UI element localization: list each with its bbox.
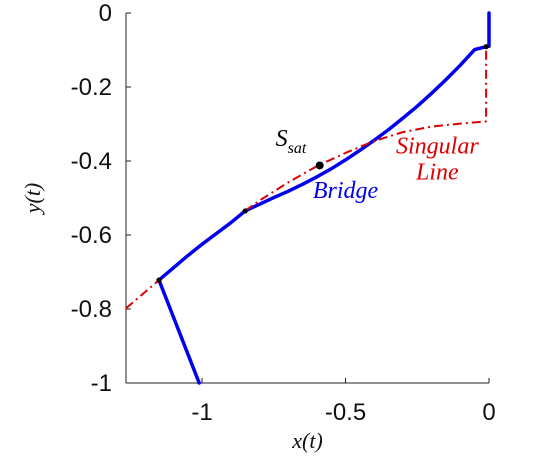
- annotation-subscript: sat: [288, 140, 307, 157]
- annotation-0: Ssat: [276, 126, 307, 157]
- axes: -1 -0.5 0 0 -0.2 -0.4 -0.6 -0.8 -1: [71, 0, 496, 426]
- x-tick-label: -0.5: [325, 399, 366, 426]
- data-point-3: [483, 44, 489, 50]
- y-tick-label: 0: [99, 0, 112, 27]
- y-tick-label: -0.8: [71, 296, 112, 323]
- y-tick-label: -0.2: [71, 74, 112, 101]
- y-tick-label: -1: [91, 370, 112, 397]
- series-line-3: [125, 279, 160, 310]
- series-line-4: [244, 46, 488, 212]
- data-point-1: [242, 208, 248, 214]
- annotation-2: Singular: [396, 134, 479, 160]
- series-line-1: [157, 278, 201, 385]
- x-axis-label: x(t): [291, 428, 323, 453]
- x-tick-label: 0: [482, 399, 495, 426]
- series-line-0: [157, 44, 488, 282]
- x-tick-label: -1: [191, 399, 212, 426]
- y-axis-label: y(t): [20, 183, 45, 216]
- annotation-3: Line: [415, 160, 459, 186]
- y-tick-label: -0.4: [71, 148, 112, 175]
- markers-layer: [156, 44, 489, 283]
- data-point-0: [156, 277, 162, 283]
- series-layer: [125, 11, 491, 385]
- y-tick-label: -0.6: [71, 222, 112, 249]
- annotation-1: Bridge: [313, 178, 379, 204]
- data-point-2: [315, 161, 324, 170]
